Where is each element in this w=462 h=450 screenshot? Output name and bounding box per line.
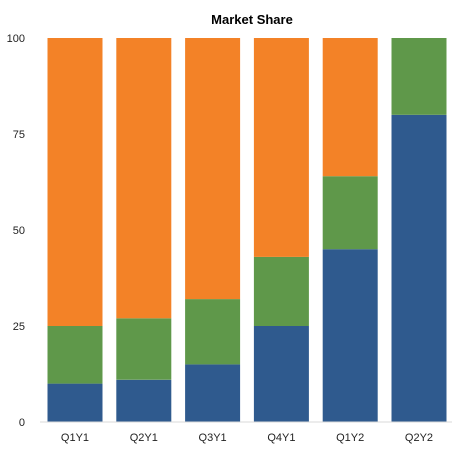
y-tick-label: 25 [13,321,25,333]
x-tick-label: Q1Y2 [336,432,364,444]
bar-segment-q4y1-s3 [253,38,309,257]
x-tick-label: Q2Y2 [405,432,433,444]
bar-segment-q3y1-s3 [185,38,241,300]
bar-segment-q3y1-s1 [185,364,241,422]
bars-layer [47,38,447,423]
bar-segment-q1y2-s2 [322,176,378,250]
bar-segment-q1y2-s3 [322,38,378,177]
x-tick-label: Q4Y1 [267,432,295,444]
x-tick-label: Q1Y1 [61,432,89,444]
y-tick-labels: 0 25 50 75 100 [7,33,25,429]
bar-segment-q4y1-s1 [253,326,309,422]
x-tick-label: Q2Y1 [130,432,158,444]
bar-segment-q2y1-s2 [116,318,172,380]
bar-segment-q2y2-s1 [391,114,447,423]
bar-segment-q3y1-s2 [185,299,241,365]
bar-segment-q2y1-s1 [116,379,172,422]
y-tick-label: 100 [7,33,25,45]
bar-segment-q1y1-s3 [47,38,103,326]
x-tick-label: Q3Y1 [199,432,227,444]
bar-segment-q1y2-s1 [322,249,378,422]
bar-segment-q2y2-s2 [391,38,447,115]
x-tick-labels: Q1Y1 Q2Y1 Q3Y1 Q4Y1 Q1Y2 Q2Y2 [61,432,433,444]
y-tick-label: 75 [13,129,25,141]
bar-segment-q1y1-s2 [47,326,103,384]
bar-segment-q4y1-s2 [253,256,309,326]
bar-segment-q1y1-s1 [47,383,103,422]
chart-title: Market Share [211,12,293,27]
y-tick-label: 50 [13,225,25,237]
y-tick-label: 0 [19,417,25,429]
bar-segment-q2y1-s3 [116,38,172,319]
